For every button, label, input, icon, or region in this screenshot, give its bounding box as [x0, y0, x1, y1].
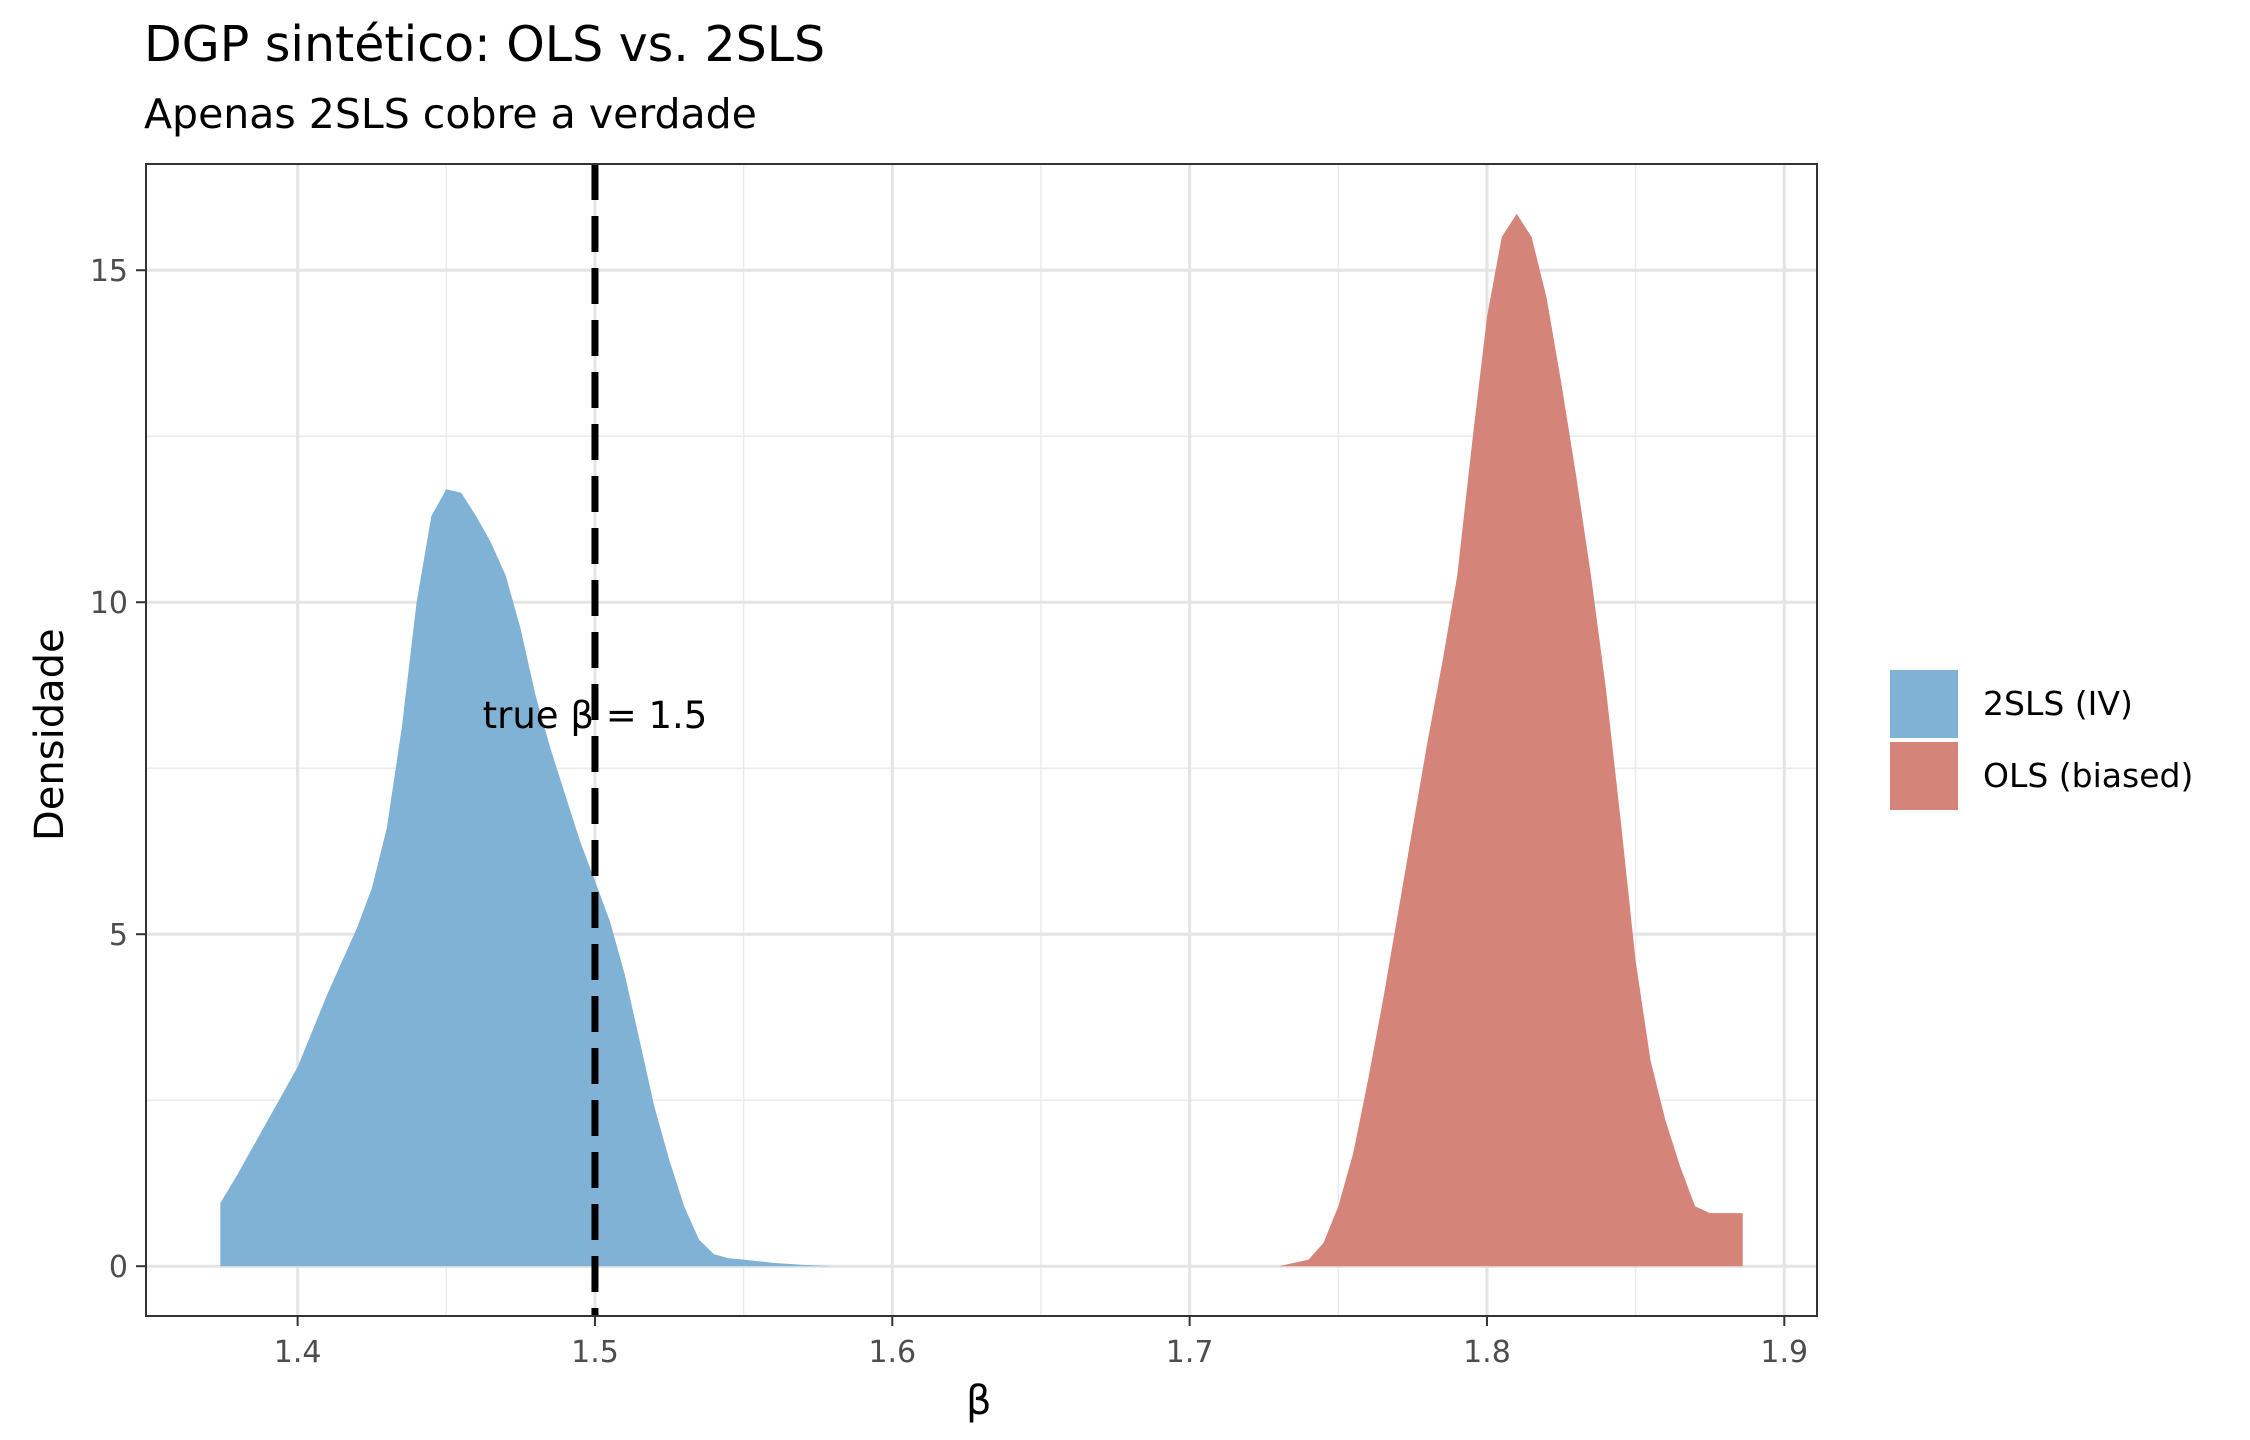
x-axis-title: β [966, 1378, 992, 1424]
y-tick-label: 15 [90, 254, 128, 289]
chart-title: DGP sintético: OLS vs. 2SLS [144, 16, 826, 73]
density-area-2sls [220, 489, 833, 1267]
x-tick-label: 1.6 [868, 1335, 916, 1370]
panel-border [145, 163, 1818, 1317]
y-axis: 0 5 10 15 [90, 254, 146, 1285]
legend [1890, 670, 1958, 810]
legend-label-2sls: 2SLS (IV) [1983, 684, 2133, 723]
density-areas [220, 213, 1743, 1267]
chart-subtitle: Apenas 2SLS cobre a verdade [144, 90, 757, 138]
x-tick-label: 1.7 [1166, 1335, 1214, 1370]
y-tick-label: 0 [109, 1250, 128, 1285]
y-tick-label: 10 [90, 586, 128, 621]
density-area-ols [1278, 213, 1743, 1267]
true-beta-annotation: true β = 1.5 [483, 694, 708, 737]
legend-label-ols: OLS (biased) [1983, 756, 2194, 795]
x-axis: 1.4 1.5 1.6 1.7 1.8 1.9 [274, 1316, 1808, 1370]
x-tick-label: 1.5 [571, 1335, 619, 1370]
x-tick-label: 1.4 [274, 1335, 322, 1370]
y-axis-title: Densidade [27, 628, 73, 841]
y-tick-label: 5 [109, 918, 128, 953]
legend-key-2sls [1890, 670, 1958, 738]
x-tick-label: 1.9 [1760, 1335, 1808, 1370]
legend-key-ols [1890, 742, 1958, 810]
x-tick-label: 1.8 [1463, 1335, 1511, 1370]
